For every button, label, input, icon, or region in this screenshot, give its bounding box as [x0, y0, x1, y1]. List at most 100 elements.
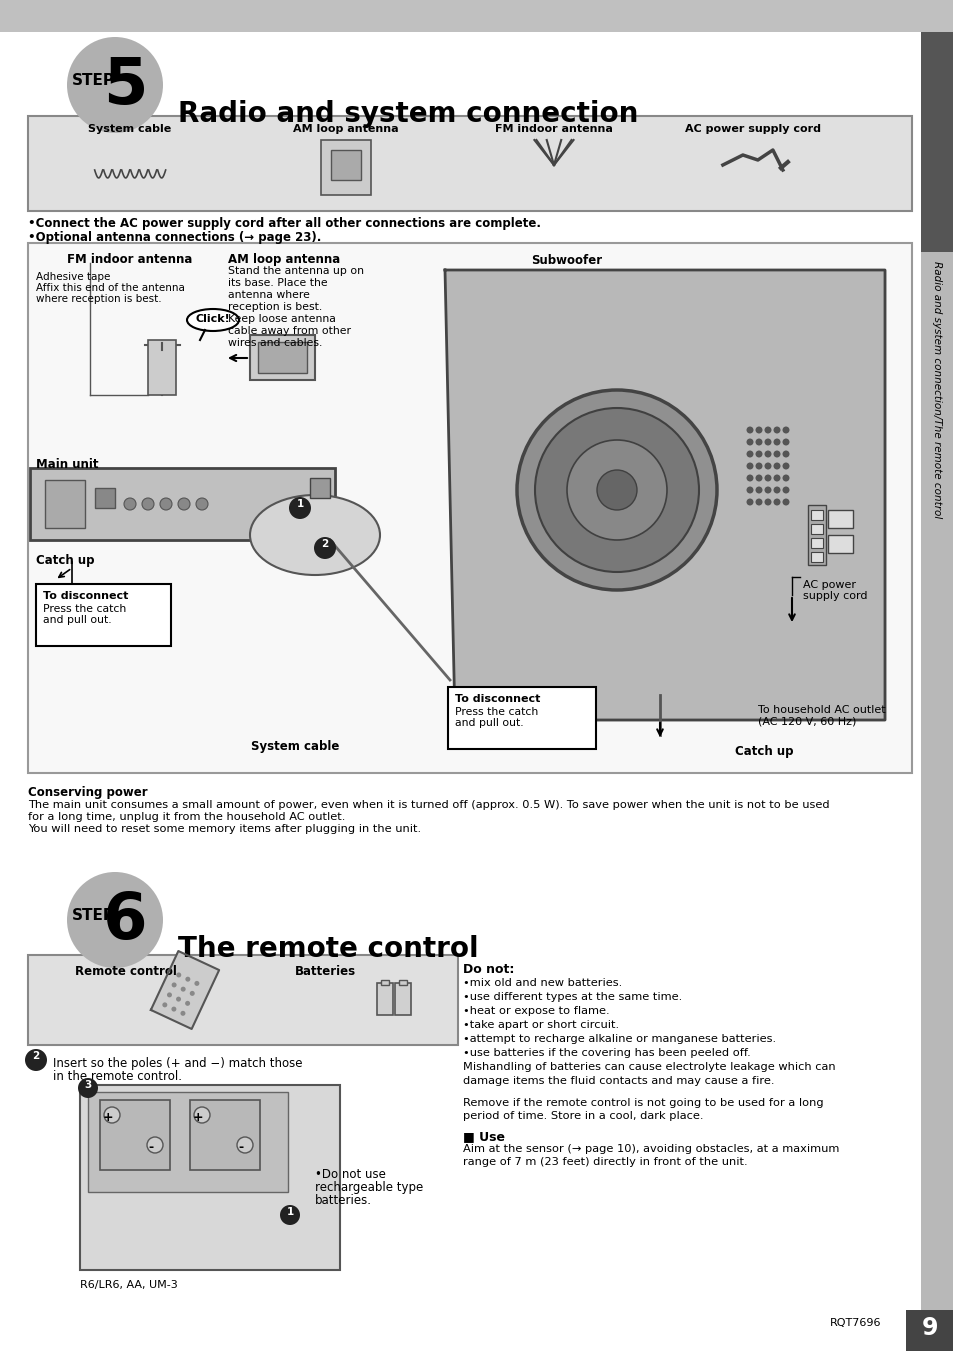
- Circle shape: [763, 450, 771, 458]
- Bar: [827, 535, 852, 553]
- Circle shape: [25, 1048, 47, 1071]
- Circle shape: [162, 1002, 167, 1008]
- Text: Catch up: Catch up: [36, 554, 94, 567]
- Circle shape: [773, 439, 780, 446]
- Text: cable away from other: cable away from other: [228, 326, 351, 336]
- Text: +: +: [193, 1111, 203, 1124]
- Text: System cable: System cable: [251, 740, 339, 753]
- Text: batteries.: batteries.: [314, 1194, 372, 1206]
- Bar: [100, 1100, 170, 1170]
- Text: To disconnect: To disconnect: [455, 694, 539, 704]
- Text: STEP: STEP: [71, 908, 115, 923]
- Circle shape: [781, 486, 789, 493]
- Text: (AC 120 V, 60 Hz): (AC 120 V, 60 Hz): [758, 717, 856, 727]
- Text: Adhesive tape: Adhesive tape: [36, 272, 111, 282]
- Text: Press the catch: Press the catch: [43, 604, 126, 613]
- Circle shape: [67, 871, 163, 969]
- Bar: [321, 141, 371, 195]
- Text: Affix this end of the antenna: Affix this end of the antenna: [36, 282, 185, 293]
- Circle shape: [763, 439, 771, 446]
- Circle shape: [142, 499, 153, 509]
- Text: Insert so the poles (+ and −) match those: Insert so the poles (+ and −) match thos…: [53, 1056, 302, 1070]
- Bar: [88, 1092, 288, 1192]
- Bar: [28, 116, 911, 211]
- Text: Keep loose antenna: Keep loose antenna: [228, 313, 335, 324]
- Text: Mishandling of batteries can cause electrolyte leakage which can: Mishandling of batteries can cause elect…: [462, 1062, 835, 1071]
- Circle shape: [185, 1001, 190, 1006]
- Text: Click!: Click!: [195, 313, 230, 324]
- Text: AC power: AC power: [802, 580, 855, 590]
- Circle shape: [172, 982, 176, 988]
- Circle shape: [745, 462, 753, 470]
- Bar: [810, 553, 822, 562]
- Circle shape: [781, 427, 789, 434]
- Text: 1: 1: [286, 1206, 294, 1217]
- Circle shape: [781, 499, 789, 505]
- Circle shape: [236, 1138, 253, 1152]
- Circle shape: [773, 486, 780, 493]
- Text: Stand the antenna up on: Stand the antenna up on: [228, 266, 364, 276]
- Text: Batteries: Batteries: [294, 965, 355, 978]
- Ellipse shape: [187, 309, 239, 331]
- Circle shape: [314, 536, 335, 559]
- Bar: [331, 150, 361, 180]
- Text: AM loop antenna: AM loop antenna: [294, 124, 398, 134]
- Polygon shape: [444, 270, 884, 720]
- Circle shape: [781, 474, 789, 481]
- Circle shape: [180, 1011, 185, 1016]
- Text: ■ Use: ■ Use: [462, 1129, 504, 1143]
- Ellipse shape: [250, 494, 379, 576]
- Bar: [148, 340, 175, 394]
- Bar: [395, 984, 411, 1015]
- Text: 2: 2: [321, 539, 328, 549]
- Bar: [257, 342, 307, 373]
- Text: 2: 2: [32, 1051, 40, 1061]
- Bar: [95, 488, 115, 508]
- Circle shape: [781, 462, 789, 470]
- Bar: [376, 984, 393, 1015]
- Circle shape: [566, 440, 666, 540]
- Text: To disconnect: To disconnect: [43, 590, 129, 601]
- Text: and pull out.: and pull out.: [455, 717, 523, 728]
- Bar: [905, 1310, 953, 1351]
- Text: Aim at the sensor (→ page 10), avoiding obstacles, at a maximum: Aim at the sensor (→ page 10), avoiding …: [462, 1144, 839, 1154]
- Circle shape: [755, 499, 761, 505]
- Text: 3: 3: [84, 1079, 91, 1090]
- Circle shape: [180, 986, 186, 992]
- Text: +: +: [103, 1111, 113, 1124]
- Bar: [45, 480, 85, 528]
- Bar: [920, 32, 953, 253]
- Circle shape: [195, 499, 208, 509]
- Circle shape: [176, 973, 181, 978]
- Text: where reception is best.: where reception is best.: [36, 295, 161, 304]
- Circle shape: [597, 470, 637, 509]
- Bar: [30, 467, 335, 540]
- Text: System cable: System cable: [88, 124, 172, 134]
- Text: You will need to reset some memory items after plugging in the unit.: You will need to reset some memory items…: [28, 824, 420, 834]
- Circle shape: [763, 499, 771, 505]
- Circle shape: [185, 977, 191, 982]
- Text: 5: 5: [103, 55, 148, 118]
- Circle shape: [280, 1205, 299, 1225]
- Circle shape: [745, 450, 753, 458]
- Text: FM indoor antenna: FM indoor antenna: [67, 253, 193, 266]
- Bar: [448, 688, 596, 748]
- Text: its base. Place the: its base. Place the: [228, 278, 327, 288]
- Bar: [36, 584, 171, 646]
- Circle shape: [755, 474, 761, 481]
- Circle shape: [193, 1106, 210, 1123]
- Bar: [80, 1085, 339, 1270]
- Circle shape: [745, 474, 753, 481]
- Circle shape: [745, 427, 753, 434]
- Text: damage items the fluid contacts and may cause a fire.: damage items the fluid contacts and may …: [462, 1075, 774, 1086]
- Circle shape: [67, 36, 163, 132]
- Text: in the remote control.: in the remote control.: [53, 1070, 182, 1084]
- Text: Remote control: Remote control: [75, 965, 176, 978]
- Text: AC power supply cord: AC power supply cord: [684, 124, 820, 134]
- Bar: [827, 509, 852, 528]
- Text: FM indoor antenna: FM indoor antenna: [495, 124, 612, 134]
- Bar: [28, 955, 457, 1046]
- Text: Radio and system connection: Radio and system connection: [178, 100, 638, 128]
- Bar: [28, 243, 911, 773]
- Text: •mix old and new batteries.: •mix old and new batteries.: [462, 978, 621, 988]
